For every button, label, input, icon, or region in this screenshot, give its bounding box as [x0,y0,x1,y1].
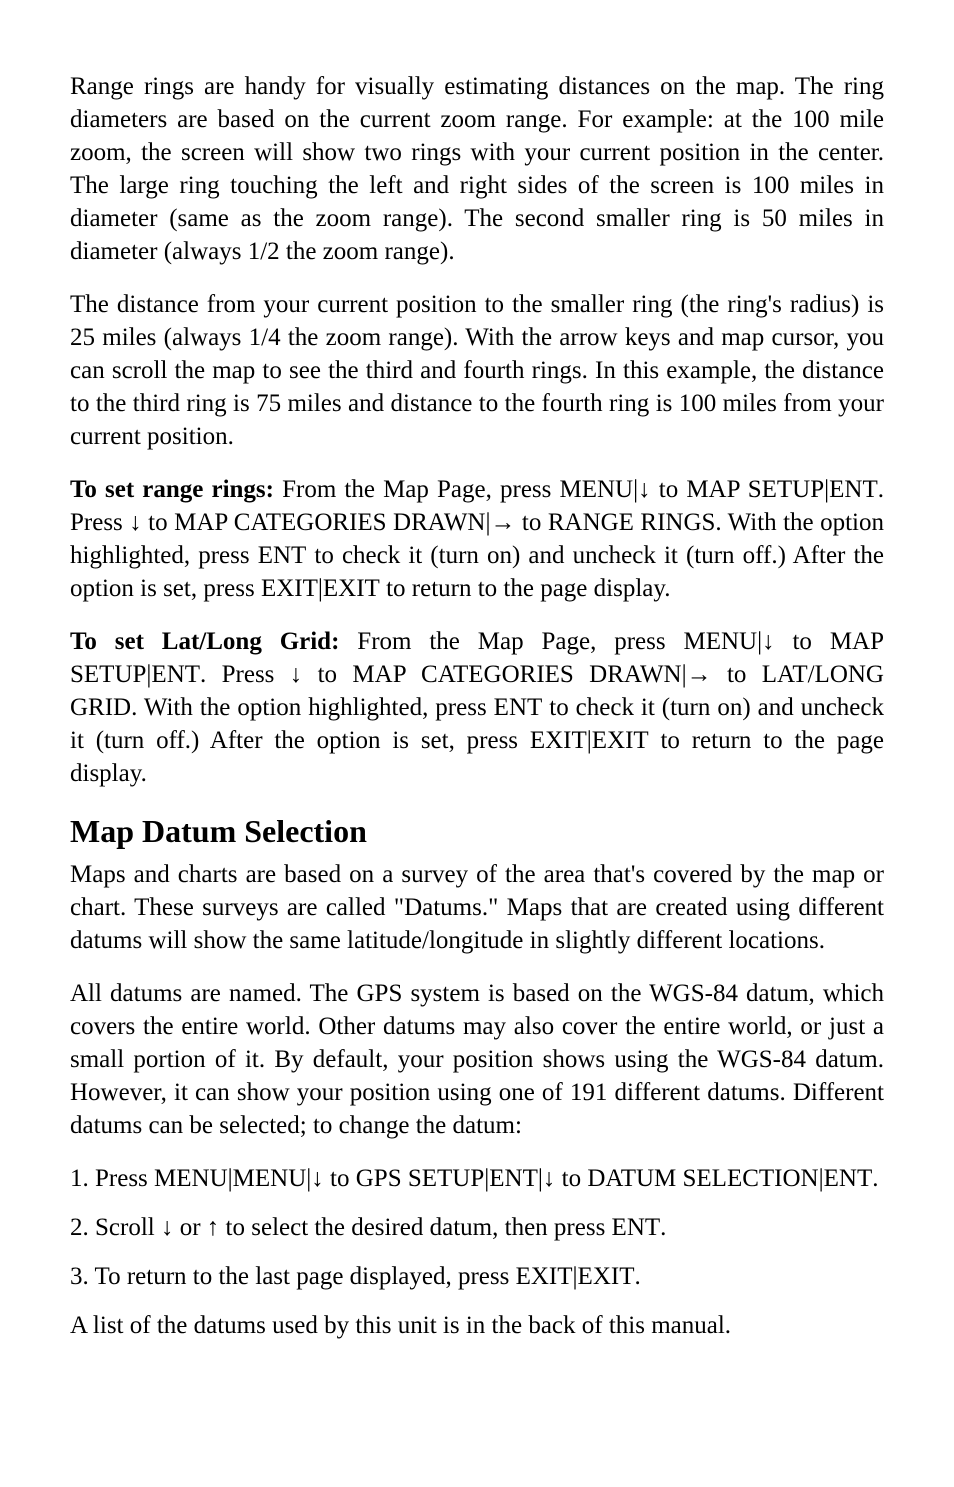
t: 3. To return to the last page displayed,… [70,1263,516,1290]
key-ent: ENT [612,1214,661,1241]
step-2: 2. Scroll ↓ or ↑ to select the desired d… [70,1211,884,1244]
step-3: 3. To return to the last page displayed,… [70,1260,884,1293]
t: to [651,476,687,503]
lead-range: To set range rings: [70,476,274,503]
t: to [712,661,762,688]
t: . With the option highlighted, press [131,694,494,721]
t: From the Map Page, press [339,628,683,655]
t: . Press [200,661,290,688]
key-ent: ENT [489,1165,538,1192]
t: . [634,1263,640,1290]
key-exit: EXIT [323,575,380,602]
t: to select the desired datum, then press [219,1214,611,1241]
para-datum-detail: All datums are named. The GPS system is … [70,977,884,1142]
t: or [173,1214,206,1241]
arrow-down-icon: ↓ [762,627,775,655]
t: 2. Scroll [70,1214,161,1241]
para-set-range-rings: To set range rings: From the Map Page, p… [70,473,884,605]
para-rings-detail: The distance from your current position … [70,288,884,453]
key-datum-selection: DATUM SELECTION [587,1165,818,1192]
arrow-down-icon: ↓ [311,1164,324,1192]
key-map-categories: MAP CATEGORIES DRAWN [174,509,485,536]
key-gps-setup: GPS SETUP [356,1165,485,1192]
heading-map-datum: Map Datum Selection [70,810,884,852]
t: to [142,509,174,536]
key-exit: EXIT [261,575,318,602]
para-rings-intro: Range rings are handy for visually estim… [70,70,884,268]
t: to [555,1165,587,1192]
arrow-right-icon: → [687,660,712,688]
para-datum-intro: Maps and charts are based on a survey of… [70,858,884,957]
t: 1. Press [70,1165,154,1192]
key-exit: EXIT [530,727,587,754]
key-ent: ENT [824,1165,873,1192]
arrow-down-icon: ↓ [161,1213,174,1241]
key-ent: ENT [151,661,200,688]
key-exit: EXIT [592,727,649,754]
arrow-down-icon: ↓ [638,475,651,503]
key-menu: MENU [683,628,757,655]
step-1: 1. Press MENU|MENU|↓ to GPS SETUP|ENT|↓ … [70,1162,884,1195]
arrow-up-icon: ↑ [207,1213,220,1241]
t: . [872,1165,878,1192]
t: . [660,1214,666,1241]
key-map-categories: MAP CATEGORIES DRAWN [352,661,681,688]
arrow-down-icon: ↓ [543,1164,556,1192]
para-set-latlong-grid: To set Lat/Long Grid: From the Map Page,… [70,625,884,790]
key-map-setup: MAP SETUP [686,476,824,503]
key-range-rings: RANGE RINGS [548,509,716,536]
lead-latlong: To set Lat/Long Grid: [70,628,339,655]
key-ent: ENT [829,476,878,503]
key-ent: ENT [258,542,307,569]
t: to return to the page display. [380,575,671,602]
key-menu: MENU [560,476,634,503]
key-menu: MENU [233,1165,307,1192]
t: to [302,661,352,688]
t: From the Map Page, press [274,476,560,503]
t: to [324,1165,356,1192]
key-exit: EXIT [516,1263,573,1290]
arrow-down-icon: ↓ [290,660,303,688]
t: to [515,509,547,536]
arrow-right-icon: → [490,508,515,536]
key-exit: EXIT [578,1263,635,1290]
key-menu: MENU [154,1165,228,1192]
arrow-down-icon: ↓ [129,508,142,536]
key-ent: ENT [494,694,543,721]
t: to [775,628,830,655]
para-datum-list: A list of the datums used by this unit i… [70,1309,884,1342]
